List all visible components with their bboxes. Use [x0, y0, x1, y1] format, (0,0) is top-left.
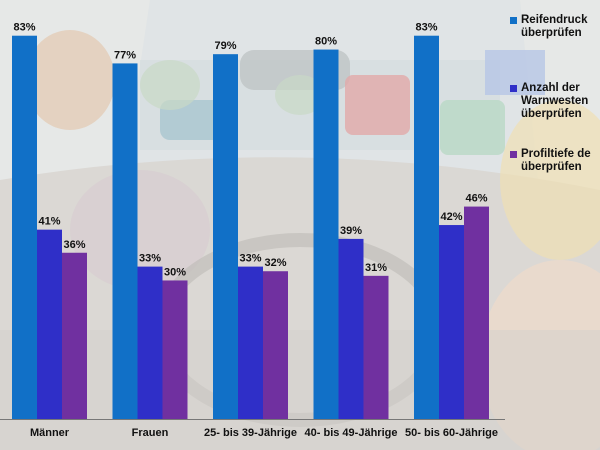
value-labels-group: 83%41%36%77%33%30%79%33% 32%80%39%31%83%4…: [13, 22, 487, 279]
legend-item-warnwesten: Anzahl der Warnwesten überprüfen: [510, 82, 600, 121]
bar-m-nner-series-3: [62, 252, 87, 419]
legend-label-reifendruck: Reifendruck überprüfen: [521, 14, 588, 39]
bars-group: [12, 35, 489, 420]
category-label-m-nner: Männer: [30, 427, 70, 439]
value-label-m-nner-series-1: 83%: [13, 22, 35, 34]
bar-25-bis-39-j-hrige-series-1: [213, 54, 238, 419]
bar-40-bis-49-j-hrige-series-2: [338, 238, 364, 419]
bar-50-bis-60-j-hrige-series-3: [464, 206, 489, 419]
bar-frauen-series-2: [137, 266, 163, 419]
value-label-frauen-series-1: 77%: [114, 49, 136, 61]
category-label-25-bis-39-j-hrige: 25- bis 39-Jährige: [204, 427, 297, 439]
bar-40-bis-49-j-hrige-series-3: [363, 275, 389, 419]
value-label-50-bis-60-j-hrige-series-3: 46%: [465, 193, 487, 205]
value-label-frauen-series-2: 33%: [139, 253, 161, 265]
value-label-40-bis-49-j-hrige-series-1: 80%: [315, 36, 337, 48]
legend-label-warnwesten: Anzahl der Warnwesten überprüfen: [521, 82, 589, 120]
bar-40-bis-49-j-hrige-series-1: [313, 49, 339, 420]
value-label-frauen-series-3: 30%: [164, 266, 186, 278]
legend-swatch-warnwesten: [510, 85, 517, 92]
bar-m-nner-series-2: [37, 229, 62, 419]
value-label-40-bis-49-j-hrige-series-3: 31%: [365, 262, 387, 274]
bar-frauen-series-1: [112, 63, 138, 419]
value-label-m-nner-series-3: 36%: [63, 239, 85, 251]
bar-50-bis-60-j-hrige-series-1: [414, 35, 439, 420]
value-label-m-nner-series-2: 41%: [38, 216, 60, 228]
legend-item-profiltiefe: Profiltiefe de überprüfen: [510, 148, 600, 174]
legend-label-profiltiefe: Profiltiefe de überprüfen: [521, 148, 591, 173]
bar-frauen-series-3: [162, 280, 188, 419]
bar-m-nner-series-1: [12, 35, 37, 420]
bar-25-bis-39-j-hrige-series-2: [238, 266, 263, 419]
value-label-25-bis-39-j-hrige-series-2: 33%: [239, 253, 261, 265]
bar-50-bis-60-j-hrige-series-2: [439, 225, 464, 419]
legend-swatch-profiltiefe: [510, 151, 517, 158]
category-label-frauen: Frauen: [132, 427, 169, 439]
category-labels-group: Männer Frauen 25- bis 39-Jährige 40- bis 49…: [30, 427, 498, 439]
legend-swatch-reifendruck: [510, 17, 517, 24]
category-label-50-bis-60-j-hrige: 50- bis 60-Jährige: [405, 427, 498, 439]
value-label-25-bis-39-j-hrige-series-3: 32%: [264, 257, 286, 269]
value-label-50-bis-60-j-hrige-series-2: 42%: [440, 211, 462, 223]
legend-item-reifendruck: Reifendruck überprüfen: [510, 14, 600, 40]
bar-25-bis-39-j-hrige-series-3: [263, 271, 288, 419]
value-label-25-bis-39-j-hrige-series-1: 79%: [214, 40, 236, 52]
value-label-40-bis-49-j-hrige-series-2: 39%: [340, 225, 362, 237]
value-label-50-bis-60-j-hrige-series-1: 83%: [415, 22, 437, 34]
category-label-40-bis-49-j-hrige: 40- bis 49-Jährige: [305, 427, 398, 439]
